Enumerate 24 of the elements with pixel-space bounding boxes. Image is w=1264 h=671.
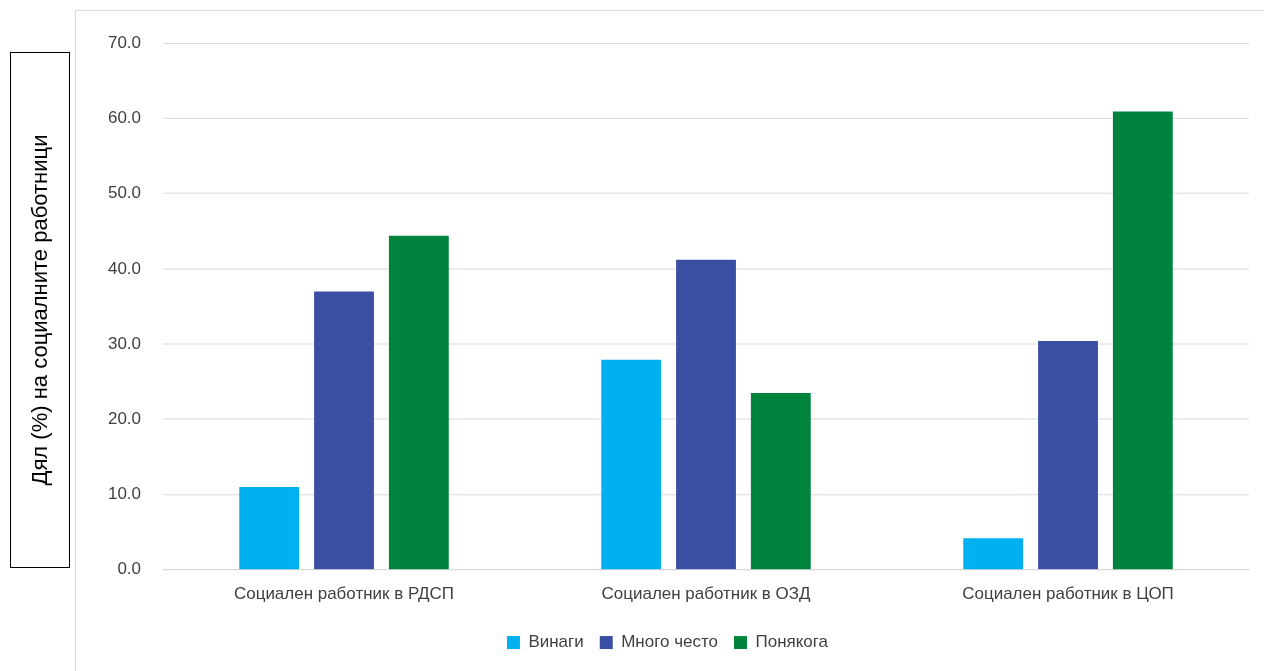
bar (1038, 341, 1098, 570)
legend-label: Много често (621, 632, 718, 652)
bar (750, 392, 811, 570)
x-tick-label: Социален работник в ОЗД (601, 583, 811, 603)
y-tick-label: 60.0 (107, 108, 142, 128)
bar (1112, 111, 1173, 570)
x-tick-label: Социален работник в РДСП (233, 583, 455, 603)
bar (314, 291, 374, 570)
bar (963, 538, 1024, 570)
legend-label: Винаги (528, 632, 584, 652)
y-tick-label: 40.0 (107, 258, 142, 278)
y-tick-label: 10.0 (107, 484, 142, 504)
bar (239, 487, 300, 570)
y-tick-label: 30.0 (107, 333, 142, 353)
bar (388, 235, 449, 570)
y-tick-label: 70.0 (107, 32, 142, 52)
legend-label: Понякога (755, 632, 829, 652)
y-tick-label: 20.0 (107, 408, 142, 428)
y-tick-label: 0.0 (117, 559, 142, 579)
bar (601, 359, 662, 570)
bar (676, 259, 736, 570)
x-tick-label: Социален работник в ЦОП (962, 583, 1174, 603)
y-tick-label: 50.0 (107, 183, 142, 203)
y-axis-title: Дял (%) на социалните работници (27, 134, 53, 486)
